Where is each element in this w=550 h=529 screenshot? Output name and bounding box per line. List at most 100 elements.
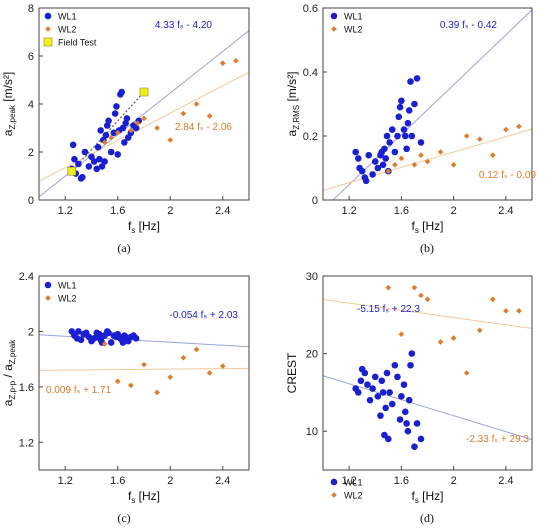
data-point	[418, 292, 424, 299]
data-point	[516, 123, 522, 130]
data-point	[121, 139, 128, 146]
data-point	[398, 331, 405, 337]
data-point	[378, 377, 386, 385]
data-point	[411, 100, 418, 108]
x-tick-label: 2.4	[498, 205, 513, 217]
data-point	[354, 389, 362, 396]
data-point	[96, 155, 103, 163]
data-point	[407, 78, 414, 85]
field-test-line	[71, 91, 145, 172]
y-axis-label: aZ,RMS [m/s²]	[285, 72, 301, 137]
data-point	[401, 132, 409, 140]
data-point	[417, 435, 425, 443]
data-point	[141, 115, 147, 122]
x-tick-label: 1.2	[341, 205, 356, 217]
fit-line-wl1	[39, 334, 249, 348]
y-tick-label: 1.2	[19, 437, 34, 449]
data-point	[361, 369, 369, 377]
data-point	[180, 110, 187, 117]
data-point	[407, 361, 414, 369]
series-wl1	[352, 350, 425, 451]
data-point	[69, 141, 77, 149]
plot-frame	[322, 275, 533, 471]
data-point	[408, 132, 416, 140]
panel-label: (d)	[420, 511, 434, 525]
y-axis-label: aZ,p-p / aZ,peak	[1, 339, 17, 407]
data-point	[377, 412, 384, 419]
data-point	[108, 134, 114, 141]
fit-equation-wl2: 0.009 fₛ + 1.71	[46, 385, 112, 396]
data-point	[403, 420, 410, 427]
data-point	[128, 127, 134, 134]
data-point	[382, 404, 390, 412]
panel-label: (c)	[117, 511, 130, 525]
x-label-sub: s	[131, 226, 135, 235]
data-point	[154, 389, 160, 396]
series-wl2	[385, 284, 522, 376]
x-tick-label: 2	[451, 475, 457, 487]
fit-line-wl1	[323, 375, 532, 441]
data-point	[114, 130, 121, 136]
data-point	[391, 361, 399, 369]
x-label-main: f	[128, 489, 132, 503]
data-point	[411, 443, 418, 451]
x-label-unit: [Hz]	[135, 219, 160, 233]
data-point	[75, 328, 82, 335]
y-axis-label: CREST	[285, 352, 299, 393]
legend-label: Field Test	[58, 38, 97, 48]
data-point	[417, 139, 425, 146]
y-tick-label: 10	[306, 426, 318, 438]
legend-marker-wl1	[44, 281, 52, 289]
data-point	[385, 168, 392, 174]
data-point	[424, 296, 431, 303]
chart-panel-b: 1.2 1.6 2 2.4 0 0.2 0.4 0.6 fs [Hz] aZ,RMS [m/s²]…	[285, 3, 536, 255]
legend-label: WL2	[58, 294, 77, 304]
y-tick-label: 2.4	[19, 271, 34, 283]
data-point	[418, 152, 424, 158]
data-point	[404, 427, 412, 435]
x-axis-label: fs [Hz]	[128, 489, 160, 505]
data-point	[369, 385, 376, 392]
data-point	[111, 110, 119, 117]
data-point	[424, 158, 431, 165]
y-label-sub: Z,p-p	[8, 380, 17, 399]
data-point	[385, 435, 392, 443]
data-point	[233, 58, 239, 64]
x-tick-label: 2.4	[215, 205, 230, 217]
panel-label: (a)	[117, 241, 130, 255]
y-axis-label: aZ,peak [m/s²]	[1, 72, 17, 136]
data-point	[154, 125, 160, 131]
x-axis-label: fs [Hz]	[411, 489, 443, 505]
data-point	[394, 373, 401, 381]
data-point	[403, 145, 410, 153]
legend: WL1 WL2 Field Test	[43, 12, 97, 48]
data-point	[371, 373, 379, 381]
data-point	[96, 330, 103, 338]
data-point	[476, 327, 483, 334]
data-point	[77, 336, 85, 344]
data-point	[396, 103, 404, 111]
x-tick-label: 1.6	[110, 475, 125, 487]
data-point	[413, 75, 421, 82]
y-tick-label: 0.4	[303, 67, 318, 79]
data-point	[219, 363, 226, 369]
data-point	[119, 339, 127, 346]
data-point	[141, 361, 147, 368]
panel-label: (b)	[420, 241, 434, 255]
data-point	[382, 155, 390, 162]
legend-label: WL2	[344, 25, 363, 35]
data-point	[392, 162, 398, 168]
data-point	[388, 126, 396, 133]
data-point	[386, 389, 393, 396]
data-point	[110, 129, 118, 137]
data-point	[388, 400, 396, 408]
y-tick-label: 8	[28, 3, 34, 15]
legend-label: WL2	[344, 491, 363, 501]
legend-marker-wl2	[45, 26, 51, 32]
data-point	[405, 107, 413, 114]
y-label-main: CREST	[285, 352, 299, 393]
